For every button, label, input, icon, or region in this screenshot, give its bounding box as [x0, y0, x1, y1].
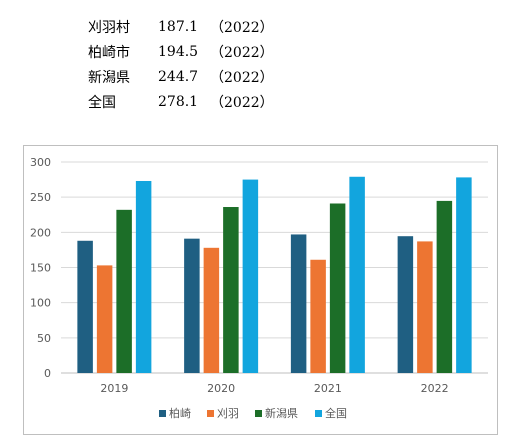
bar	[329, 203, 346, 373]
summary-name: 刈羽村	[88, 19, 130, 36]
y-tick-label: 100	[30, 297, 51, 310]
bar	[436, 200, 453, 373]
legend-label: 新潟県	[265, 406, 298, 420]
bar	[135, 180, 152, 373]
legend-label: 全国	[325, 406, 347, 420]
summary-value: 244.7	[158, 68, 199, 85]
summary-value: 187.1	[158, 18, 199, 35]
legend-swatch	[315, 410, 322, 417]
y-tick-label: 200	[30, 226, 51, 239]
bar	[417, 241, 433, 373]
y-tick-label: 300	[30, 156, 51, 169]
summary-year: （2022）	[210, 94, 274, 111]
summary-row: 柏崎市 194.5 （2022）	[88, 39, 274, 64]
y-tick-label: 50	[37, 332, 51, 345]
summary-name: 全国	[88, 94, 116, 111]
summary-year: （2022）	[210, 19, 274, 36]
x-tick-label: 2020	[207, 382, 235, 395]
legend-label: 刈羽	[217, 407, 239, 420]
bar	[242, 179, 259, 373]
summary-year: （2022）	[210, 44, 274, 61]
summary-name: 新潟県	[88, 69, 130, 86]
legend-swatch	[159, 410, 166, 417]
bar-chart: 0 50 100 150 200 250 300 2019 2020 2021 2022 柏崎 刈羽 新潟…	[30, 156, 488, 420]
legend-swatch	[207, 410, 214, 417]
y-tick-label: 150	[30, 262, 51, 275]
bar	[96, 265, 113, 373]
chart-area: 0 50 100 150 200 250 300 2019 2020 2021 2022 柏崎 刈羽 新潟…	[23, 145, 498, 435]
bar	[456, 177, 472, 373]
summary-name: 柏崎市	[88, 44, 130, 61]
bar	[397, 236, 414, 373]
summary-row: 刈羽村 187.1 （2022）	[88, 14, 274, 39]
y-tick-label: 0	[44, 367, 51, 380]
bar	[310, 259, 326, 373]
x-tick-label: 2022	[421, 382, 449, 395]
y-tick-label: 250	[30, 191, 51, 204]
bar	[77, 240, 93, 373]
legend-swatch	[255, 410, 262, 417]
summary-row: 全国 278.1 （2022）	[88, 89, 274, 114]
bar	[203, 247, 220, 373]
bar	[116, 209, 132, 373]
bar	[223, 207, 239, 373]
summary-year: （2022）	[210, 69, 274, 86]
bar	[290, 234, 307, 373]
summary-value: 278.1	[158, 93, 199, 110]
summary-table: 刈羽村 187.1 （2022） 柏崎市 194.5 （2022） 新潟県 24…	[88, 14, 274, 114]
bar	[184, 238, 200, 373]
bar	[349, 176, 365, 373]
legend-label: 柏崎	[169, 406, 191, 420]
x-tick-label: 2019	[100, 382, 128, 395]
summary-value: 194.5	[158, 43, 199, 60]
x-tick-label: 2021	[314, 382, 342, 395]
summary-row: 新潟県 244.7 （2022）	[88, 64, 274, 89]
